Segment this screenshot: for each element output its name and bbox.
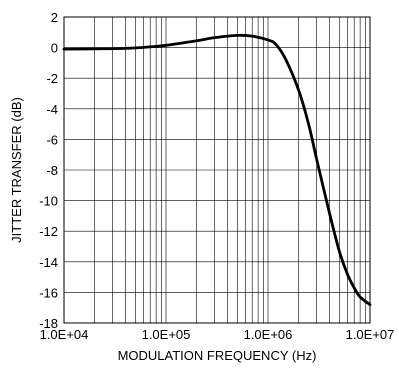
y-tick-label: -6 [46, 132, 58, 147]
x-tick-label: 1.0E+04 [40, 327, 89, 342]
series-layer [62, 33, 372, 307]
y-tick-label: -12 [39, 224, 58, 239]
y-tick-label: 0 [51, 41, 58, 56]
y-tick-label: -14 [39, 255, 58, 270]
x-tick-label: 1.0E+05 [142, 327, 191, 342]
y-tick-labels: 2 0 -2 -4 -6 -8 -10 -12 -14 -16 -18 [39, 10, 58, 331]
x-tick-label: 1.0E+06 [244, 327, 293, 342]
x-tick-label: 1.0E+07 [346, 327, 395, 342]
y-axis-title: JITTER TRANSFER (dB) [9, 97, 24, 243]
y-tick-label: -18 [39, 316, 58, 331]
plot-frame [63, 16, 371, 324]
x-axis-title: MODULATION FREQUENCY (Hz) [118, 348, 317, 363]
y-tick-label: -8 [46, 163, 58, 178]
y-tick-label: -2 [46, 71, 58, 86]
grid-layer [63, 16, 370, 324]
y-tick-label: -10 [39, 194, 58, 209]
y-tick-label: -16 [39, 285, 58, 300]
y-tick-label: -4 [46, 102, 58, 117]
jitter-transfer-line [62, 33, 372, 307]
y-tick-label: 2 [51, 10, 58, 25]
x-tick-labels: 1.0E+04 1.0E+05 1.0E+06 1.0E+07 [40, 327, 395, 342]
